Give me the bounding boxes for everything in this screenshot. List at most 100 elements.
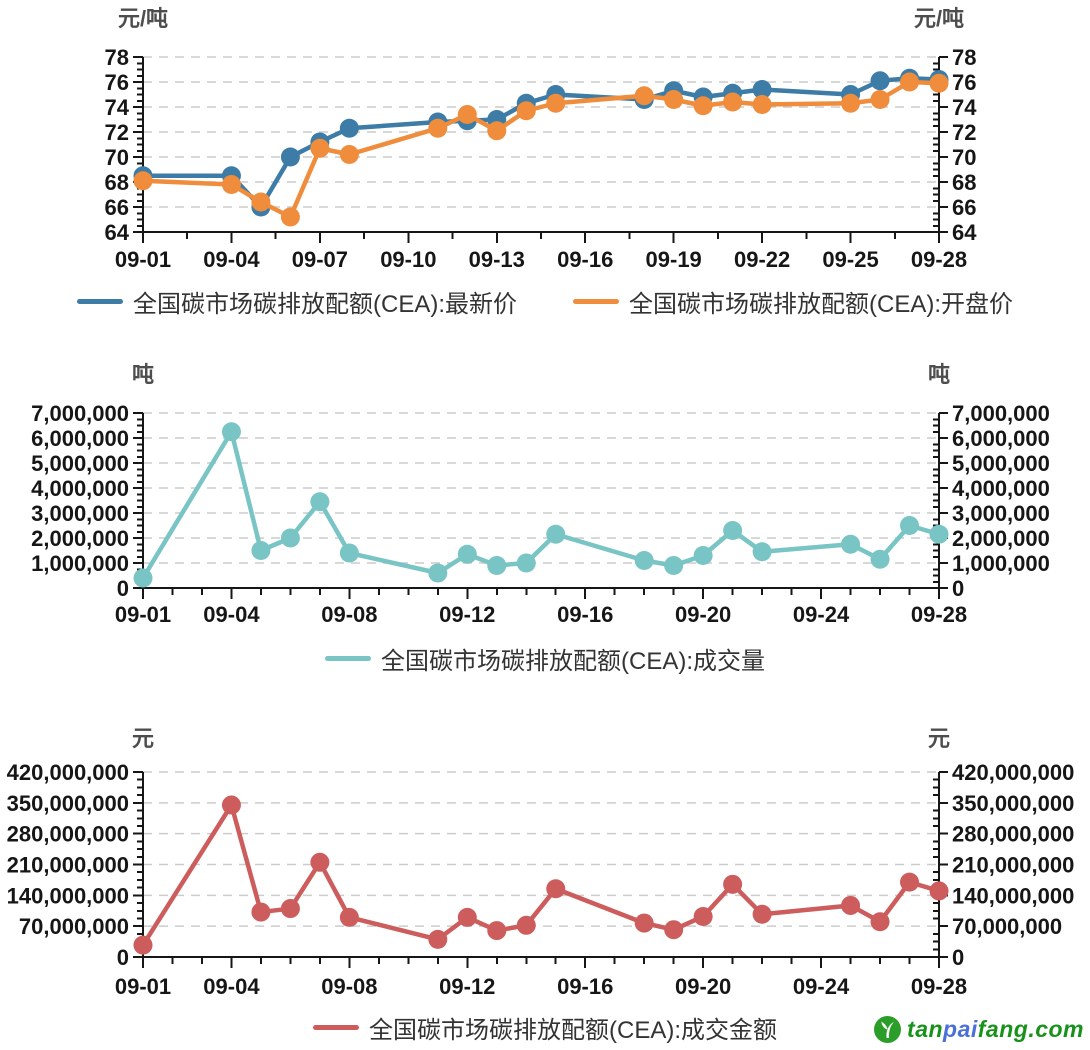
data-point bbox=[339, 145, 359, 164]
data-point bbox=[752, 542, 772, 562]
series-0 bbox=[133, 795, 949, 955]
x-tick-label: 09-16 bbox=[557, 974, 613, 999]
y-tick-label-right: 0 bbox=[952, 576, 964, 601]
x-tick-label: 09-28 bbox=[911, 247, 967, 272]
y-tick-label-right: 210,000,000 bbox=[952, 853, 1074, 878]
x-tick-label: 09-07 bbox=[292, 247, 348, 272]
data-point bbox=[693, 906, 713, 926]
y-tick-label-right: 70 bbox=[952, 145, 976, 170]
y-tick-label-right: 420,000,000 bbox=[952, 760, 1074, 785]
unit-labels: 元元 bbox=[132, 726, 950, 751]
x-tick-label: 09-24 bbox=[793, 974, 850, 999]
series-line bbox=[140, 802, 942, 948]
y-tick-label-left: 420,000,000 bbox=[7, 760, 129, 785]
y-tick-label-right: 64 bbox=[952, 220, 977, 245]
y-tick-label-right: 350,000,000 bbox=[952, 791, 1074, 816]
legend-swatch bbox=[325, 655, 371, 661]
legend-swatch bbox=[573, 298, 619, 304]
data-point bbox=[900, 72, 920, 92]
watermark-text: tanpaifang.com bbox=[907, 1016, 1084, 1043]
y-tick-label-left: 0 bbox=[117, 945, 129, 970]
y-tick-label-right: 0 bbox=[952, 945, 964, 970]
data-point bbox=[457, 907, 477, 927]
x-tick-label: 09-25 bbox=[822, 247, 878, 272]
legend-item: 全国碳市场碳排放配额(CEA):成交金额 bbox=[313, 1010, 777, 1045]
data-point bbox=[634, 913, 654, 933]
amount-chart-legend: 全国碳市场碳排放配额(CEA):成交金额 bbox=[0, 1005, 1090, 1050]
data-point bbox=[251, 541, 271, 560]
y-tick-label-right: 280,000,000 bbox=[952, 822, 1074, 847]
y-tick-label-left: 4,000,000 bbox=[31, 476, 129, 501]
x-tick-labels: 09-01 09-04 09-07 09-10 09-13 09-16 09-19 09-22… bbox=[115, 247, 967, 272]
y-unit-left: 元/吨 bbox=[118, 6, 168, 31]
data-point bbox=[546, 879, 566, 899]
amount-chart: 元元0 070,000,000 70,000,000140,000,000 140,0… bbox=[7, 726, 1075, 999]
y-tick-label-left: 64 bbox=[105, 220, 130, 245]
y-tick-label-left: 140,000,000 bbox=[7, 883, 129, 908]
legend-label: 全国碳市场碳排放配额(CEA):成交量 bbox=[381, 647, 765, 675]
x-tick-labels: 09-01 09-04 09-08 09-12 09-16 09-20 09-24 09-28 bbox=[115, 974, 967, 999]
x-tick-label: 09-12 bbox=[439, 974, 495, 999]
x-tick-label: 09-01 bbox=[115, 247, 171, 272]
data-point bbox=[280, 899, 300, 919]
watermark-text-tan: tan bbox=[907, 1016, 944, 1042]
data-point bbox=[251, 192, 271, 212]
data-point bbox=[546, 524, 566, 544]
y-tick-label-right: 3,000,000 bbox=[952, 501, 1050, 526]
x-tick-label: 09-13 bbox=[469, 247, 525, 272]
data-point bbox=[133, 171, 153, 191]
x-tick-label: 09-04 bbox=[203, 602, 260, 627]
data-point bbox=[929, 73, 949, 93]
data-point bbox=[752, 95, 772, 114]
y-tick-label-left: 1,000,000 bbox=[31, 551, 129, 576]
x-tick-label: 09-10 bbox=[380, 247, 436, 272]
data-point bbox=[723, 521, 743, 540]
data-point bbox=[870, 71, 890, 91]
legend-item: 全国碳市场碳排放配额(CEA):成交量 bbox=[325, 641, 765, 676]
y-ticks bbox=[133, 771, 948, 958]
x-tick-label: 09-01 bbox=[115, 602, 171, 627]
data-point bbox=[428, 929, 448, 949]
legend-item: 全国碳市场碳排放配额(CEA):最新价 bbox=[77, 284, 517, 319]
data-point bbox=[457, 544, 477, 564]
y-tick-label-left: 3,000,000 bbox=[31, 501, 129, 526]
price-chart-block: 元/吨 元/吨 64 64 66 66 68 68 70 70 72 72 74 74 76 76 78 78 09… bbox=[0, 0, 1090, 324]
gridlines bbox=[143, 771, 939, 927]
data-point bbox=[634, 86, 654, 106]
data-point bbox=[723, 874, 743, 894]
data-point bbox=[457, 105, 477, 124]
data-point bbox=[723, 92, 743, 112]
y-tick-label-left: 78 bbox=[105, 45, 129, 70]
price-chart-legend: 全国碳市场碳排放配额(CEA):最新价 全国碳市场碳排放配额(CEA):开盘价 bbox=[0, 278, 1090, 324]
data-point bbox=[634, 551, 654, 570]
series-1 bbox=[133, 72, 949, 227]
y-tick-label-right: 4,000,000 bbox=[952, 476, 1050, 501]
y-tick-label-left: 5,000,000 bbox=[31, 451, 129, 476]
y-tick-label-left: 66 bbox=[105, 195, 129, 220]
data-point bbox=[280, 147, 300, 167]
data-point bbox=[900, 516, 920, 535]
data-point bbox=[693, 96, 713, 116]
y-tick-label-left: 70 bbox=[105, 145, 129, 170]
y-tick-label-right: 7,000,000 bbox=[952, 401, 1050, 426]
data-point bbox=[664, 90, 684, 109]
y-tick-label-left: 68 bbox=[105, 170, 129, 195]
watermark-text-pai: pai bbox=[943, 1016, 978, 1042]
data-point bbox=[487, 921, 507, 941]
y-tick-label-right: 68 bbox=[952, 170, 976, 195]
data-point bbox=[841, 534, 861, 554]
x-tick-label: 09-16 bbox=[557, 247, 613, 272]
data-point bbox=[133, 568, 153, 588]
y-tick-label-left: 0 bbox=[117, 576, 129, 601]
x-ticks bbox=[142, 588, 940, 599]
y-tick-label-right: 5,000,000 bbox=[952, 451, 1050, 476]
y-tick-label-left: 6,000,000 bbox=[31, 426, 129, 451]
data-point bbox=[752, 904, 772, 924]
y-tick-label-right: 6,000,000 bbox=[952, 426, 1050, 451]
leaf-circle-icon bbox=[874, 1016, 902, 1043]
y-tick-label-right: 1,000,000 bbox=[952, 551, 1050, 576]
data-point bbox=[310, 852, 330, 872]
data-point bbox=[929, 524, 949, 544]
